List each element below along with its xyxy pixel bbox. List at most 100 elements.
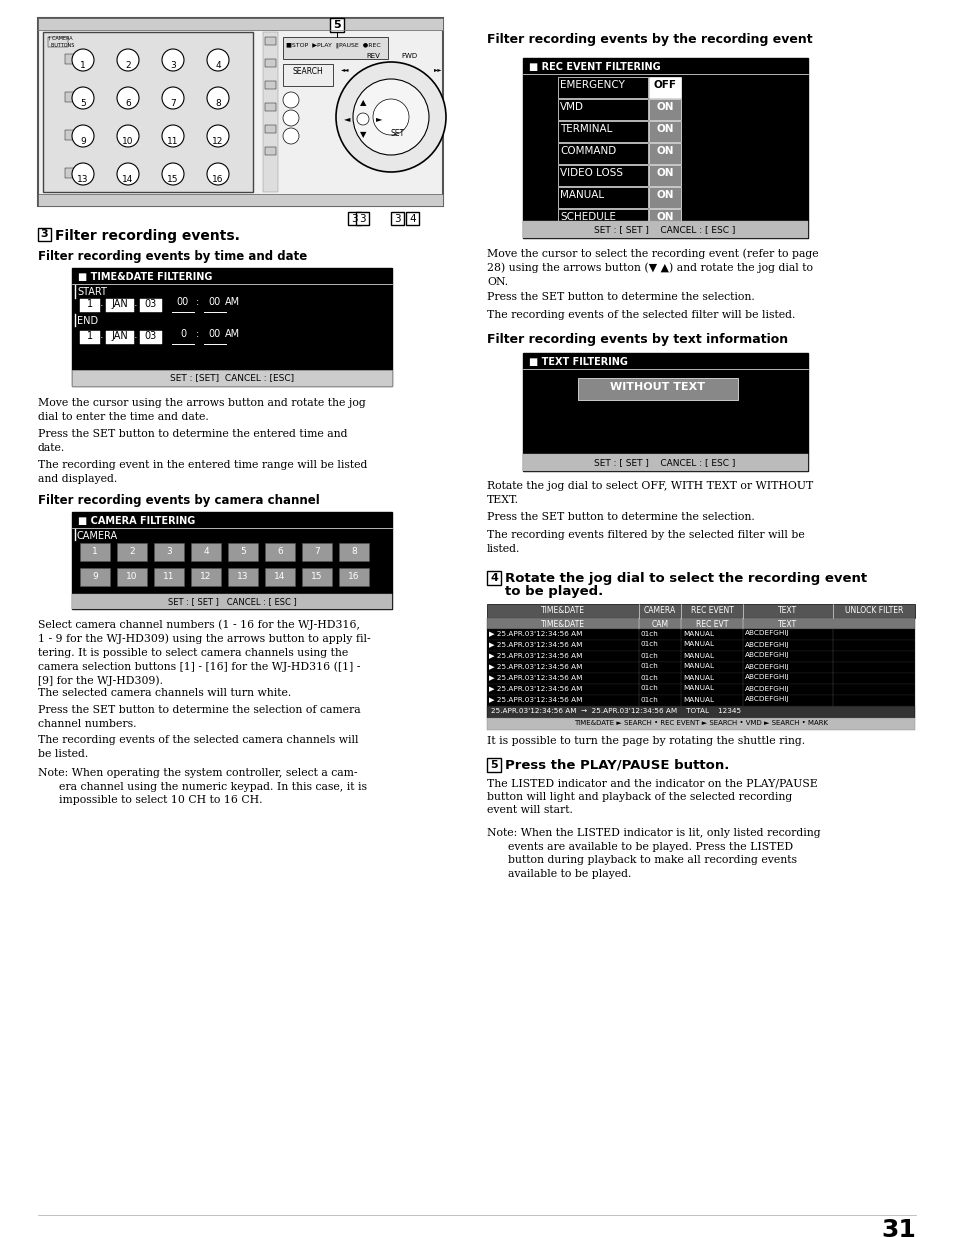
Text: MANUAL: MANUAL [682, 663, 713, 669]
Circle shape [117, 125, 139, 147]
Text: 03: 03 [145, 332, 157, 341]
Circle shape [207, 49, 229, 71]
Text: ▶ 25.APR.03'12:34:56 AM: ▶ 25.APR.03'12:34:56 AM [489, 663, 581, 669]
Text: 15: 15 [311, 571, 322, 581]
Text: TIME&DATE: TIME&DATE [540, 606, 584, 615]
Text: TIME&DATE ► SEARCH • REC EVENT ► SEARCH • VMD ► SEARCH • MARK: TIME&DATE ► SEARCH • REC EVENT ► SEARCH … [574, 720, 827, 726]
Bar [265, 37, 275, 45]
Text: The recording events filtered by the selected filter will be
listed.: The recording events filtered by the sel… [486, 529, 804, 554]
Bar [522, 221, 807, 238]
Text: ABCDEFGHIJ: ABCDEFGHIJ [744, 642, 789, 647]
Bar [486, 628, 914, 640]
Bar [648, 77, 680, 98]
Text: The recording events of the selected filter will be listed.: The recording events of the selected fil… [486, 310, 795, 320]
Text: 9: 9 [92, 571, 98, 581]
Text: MANUAL: MANUAL [682, 685, 713, 691]
Bar [265, 103, 275, 111]
Bar [302, 543, 332, 562]
Bar [38, 19, 442, 207]
Bar [71, 594, 392, 609]
Text: The recording event in the entered time range will be listed
and displayed.: The recording event in the entered time … [38, 460, 367, 484]
Bar [265, 59, 275, 67]
Circle shape [117, 163, 139, 186]
Text: AM: AM [224, 297, 239, 307]
Bar [117, 543, 147, 562]
Text: TEXT: TEXT [778, 620, 797, 628]
Bar [558, 77, 647, 98]
Text: ON: ON [656, 190, 673, 200]
Text: 2: 2 [125, 61, 131, 71]
Bar [578, 379, 738, 400]
Bar [486, 684, 914, 695]
Text: 3: 3 [41, 229, 49, 239]
Text: TERMINAL: TERMINAL [559, 124, 612, 134]
Circle shape [71, 125, 94, 147]
Bar [558, 165, 647, 186]
Bar [265, 80, 275, 89]
Text: 01ch: 01ch [640, 642, 659, 647]
Bar [80, 568, 110, 586]
Text: 11: 11 [167, 137, 178, 146]
Text: It is possible to turn the page by rotating the shuttle ring.: It is possible to turn the page by rotat… [486, 736, 804, 746]
Text: 16: 16 [348, 571, 359, 581]
Bar [648, 209, 680, 230]
Text: The selected camera channels will turn white.: The selected camera channels will turn w… [38, 688, 291, 698]
Bar [522, 454, 807, 471]
Bar [486, 758, 500, 772]
Text: 14: 14 [122, 174, 133, 184]
Text: MANUAL: MANUAL [682, 631, 713, 637]
Bar [71, 370, 392, 386]
Bar [65, 130, 77, 140]
Text: Filter recording events by camera channel: Filter recording events by camera channe… [38, 494, 319, 507]
Bar [48, 37, 68, 47]
Bar [302, 568, 332, 586]
Text: ▶ 25.APR.03'12:34:56 AM: ▶ 25.APR.03'12:34:56 AM [489, 642, 581, 647]
Text: VMD: VMD [559, 101, 583, 113]
Text: ■ CAMERA FILTERING: ■ CAMERA FILTERING [78, 516, 195, 526]
Text: Rotate the jog dial to select the recording event: Rotate the jog dial to select the record… [504, 571, 866, 585]
Text: 4: 4 [215, 61, 220, 71]
Text: 7: 7 [314, 547, 319, 555]
Bar [43, 32, 253, 192]
Text: 8: 8 [351, 547, 356, 555]
Bar [80, 299, 100, 312]
Bar [486, 618, 914, 628]
Bar [558, 143, 647, 165]
Text: Move the cursor using the arrows button and rotate the jog
dial to enter the tim: Move the cursor using the arrows button … [38, 398, 365, 422]
Text: REV: REV [366, 53, 379, 59]
Text: 0: 0 [180, 329, 186, 339]
Text: 6: 6 [276, 547, 283, 555]
Circle shape [283, 110, 298, 126]
Text: 6: 6 [125, 99, 131, 108]
Bar [391, 212, 403, 225]
Text: ON: ON [656, 168, 673, 178]
Circle shape [162, 87, 184, 109]
Text: :: : [196, 329, 199, 339]
Text: Filter recording events by the recording event: Filter recording events by the recording… [486, 33, 812, 46]
Text: ABCDEFGHIJ: ABCDEFGHIJ [744, 663, 789, 669]
Text: MANUAL: MANUAL [559, 190, 603, 200]
Text: Rotate the jog dial to select OFF, WITH TEXT or WITHOUT
TEXT.: Rotate the jog dial to select OFF, WITH … [486, 481, 812, 505]
Text: MANUAL: MANUAL [682, 642, 713, 647]
Bar [140, 332, 162, 344]
Text: 5: 5 [80, 99, 86, 108]
Circle shape [207, 87, 229, 109]
Bar [117, 568, 147, 586]
Text: ■STOP  ▶PLAY  ‖PAUSE  ●REC: ■STOP ▶PLAY ‖PAUSE ●REC [286, 42, 380, 47]
Bar [228, 568, 257, 586]
Bar [153, 568, 184, 586]
Text: 01ch: 01ch [640, 631, 659, 637]
Circle shape [207, 163, 229, 186]
Text: 10: 10 [122, 137, 133, 146]
Text: AM: AM [224, 329, 239, 339]
Text: ON: ON [656, 124, 673, 134]
Text: Press the SET button to determine the selection.: Press the SET button to determine the se… [486, 512, 754, 522]
Circle shape [283, 92, 298, 108]
Text: ►►: ►► [434, 67, 442, 72]
Circle shape [117, 49, 139, 71]
Circle shape [283, 127, 298, 143]
Text: 1: 1 [87, 299, 93, 309]
Text: 1: 1 [87, 332, 93, 341]
Circle shape [356, 113, 369, 125]
Text: REC EVENT: REC EVENT [690, 606, 733, 615]
